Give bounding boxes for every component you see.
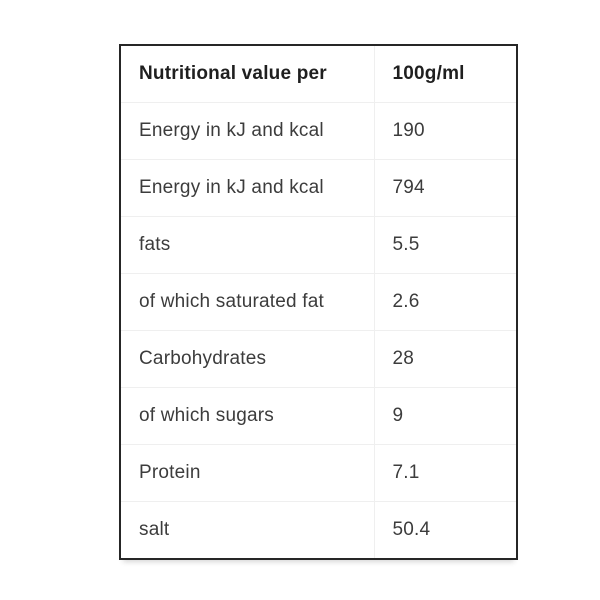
row-label: Carbohydrates: [119, 330, 375, 388]
table-row: of which saturated fat 2.6: [119, 273, 518, 331]
row-value: 50.4: [373, 501, 518, 560]
table-row: fats 5.5: [119, 216, 518, 274]
table-row: Protein 7.1: [119, 444, 518, 502]
row-label: of which saturated fat: [119, 273, 375, 331]
row-value: 9: [373, 387, 518, 445]
table-row: Energy in kJ and kcal 794: [119, 159, 518, 217]
row-label: salt: [119, 501, 375, 560]
row-value: 5.5: [373, 216, 518, 274]
row-label: Energy in kJ and kcal: [119, 102, 375, 160]
row-label: Energy in kJ and kcal: [119, 159, 375, 217]
header-value: 100g/ml: [373, 44, 518, 103]
row-label: Protein: [119, 444, 375, 502]
table-row: Energy in kJ and kcal 190: [119, 102, 518, 160]
row-value: 190: [373, 102, 518, 160]
row-label: of which sugars: [119, 387, 375, 445]
row-value: 28: [373, 330, 518, 388]
row-value: 7.1: [373, 444, 518, 502]
table-row: Carbohydrates 28: [119, 330, 518, 388]
row-value: 794: [373, 159, 518, 217]
row-value: 2.6: [373, 273, 518, 331]
table-row: of which sugars 9: [119, 387, 518, 445]
row-label: fats: [119, 216, 375, 274]
nutrition-table: Nutritional value per 100g/ml Energy in …: [119, 44, 518, 560]
table-row: salt 50.4: [119, 501, 518, 560]
header-row: Nutritional value per 100g/ml: [119, 44, 518, 103]
header-label: Nutritional value per: [119, 44, 375, 103]
